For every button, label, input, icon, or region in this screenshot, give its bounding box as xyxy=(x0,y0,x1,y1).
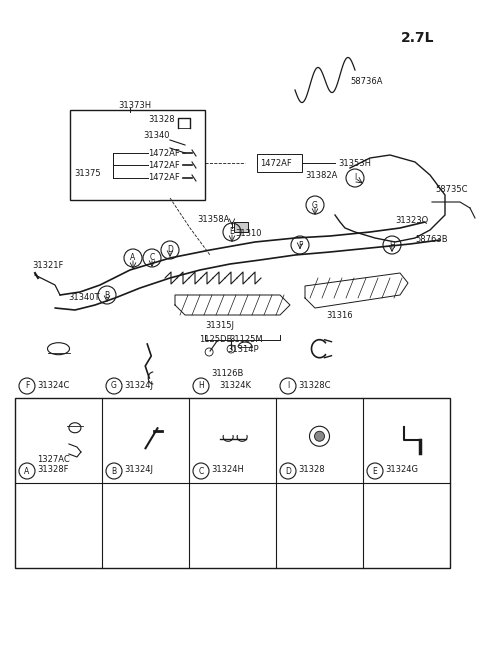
Bar xyxy=(70,110,205,200)
Text: D: D xyxy=(285,466,291,476)
Text: 31324G: 31324G xyxy=(385,466,418,474)
Text: 31324J: 31324J xyxy=(124,381,153,390)
Text: 31328: 31328 xyxy=(148,115,175,124)
Text: 31324H: 31324H xyxy=(211,466,244,474)
Text: 1472AF: 1472AF xyxy=(148,160,180,170)
Text: 31324K: 31324K xyxy=(219,381,251,390)
Bar xyxy=(15,398,450,568)
Text: 31340: 31340 xyxy=(143,130,169,140)
Text: A: A xyxy=(24,466,30,476)
Text: I: I xyxy=(287,381,289,390)
Text: 31358A: 31358A xyxy=(198,215,230,225)
Text: 2.7L: 2.7L xyxy=(401,31,435,45)
Text: 58735C: 58735C xyxy=(435,185,468,195)
Text: 58763B: 58763B xyxy=(415,236,448,244)
Text: 31375: 31375 xyxy=(75,168,101,178)
Circle shape xyxy=(314,431,324,441)
Text: B: B xyxy=(105,291,109,299)
Text: 31125M: 31125M xyxy=(229,335,263,345)
Text: E: E xyxy=(372,466,377,476)
Text: C: C xyxy=(198,466,204,476)
Text: H: H xyxy=(389,240,395,250)
Text: B: B xyxy=(111,466,117,476)
Text: 31321F: 31321F xyxy=(32,261,63,269)
Text: D: D xyxy=(167,246,173,255)
Text: 1125DB: 1125DB xyxy=(199,335,232,345)
Text: 1472AF: 1472AF xyxy=(260,159,292,168)
Text: 31310: 31310 xyxy=(235,229,262,238)
Text: 31373H: 31373H xyxy=(119,102,152,111)
Text: E: E xyxy=(229,227,234,236)
Text: 31328F: 31328F xyxy=(37,466,69,474)
Text: F: F xyxy=(25,381,29,390)
Text: 31328C: 31328C xyxy=(298,381,331,390)
Text: 31314P: 31314P xyxy=(227,345,259,354)
Text: 31316: 31316 xyxy=(327,310,353,320)
Text: 31324C: 31324C xyxy=(37,381,70,390)
Bar xyxy=(257,154,302,172)
Text: 31315J: 31315J xyxy=(205,320,235,329)
Text: F: F xyxy=(298,240,302,250)
Text: 1472AF: 1472AF xyxy=(148,149,180,157)
Text: 31328: 31328 xyxy=(298,466,324,474)
Text: A: A xyxy=(131,253,136,263)
Text: 31353H: 31353H xyxy=(338,159,371,168)
Text: 31340T: 31340T xyxy=(68,293,99,303)
Text: 58736A: 58736A xyxy=(350,77,383,86)
Text: 31126B: 31126B xyxy=(211,369,243,379)
Text: H: H xyxy=(198,381,204,390)
Text: 31382A: 31382A xyxy=(305,170,337,179)
Bar xyxy=(234,222,248,232)
Text: 1472AF: 1472AF xyxy=(148,174,180,183)
Text: 1327AC: 1327AC xyxy=(37,455,70,464)
Text: G: G xyxy=(111,381,117,390)
Text: 31324J: 31324J xyxy=(124,466,153,474)
Text: I: I xyxy=(354,174,356,183)
Text: G: G xyxy=(312,200,318,210)
Text: C: C xyxy=(149,253,155,263)
Text: 31323Q: 31323Q xyxy=(395,215,428,225)
